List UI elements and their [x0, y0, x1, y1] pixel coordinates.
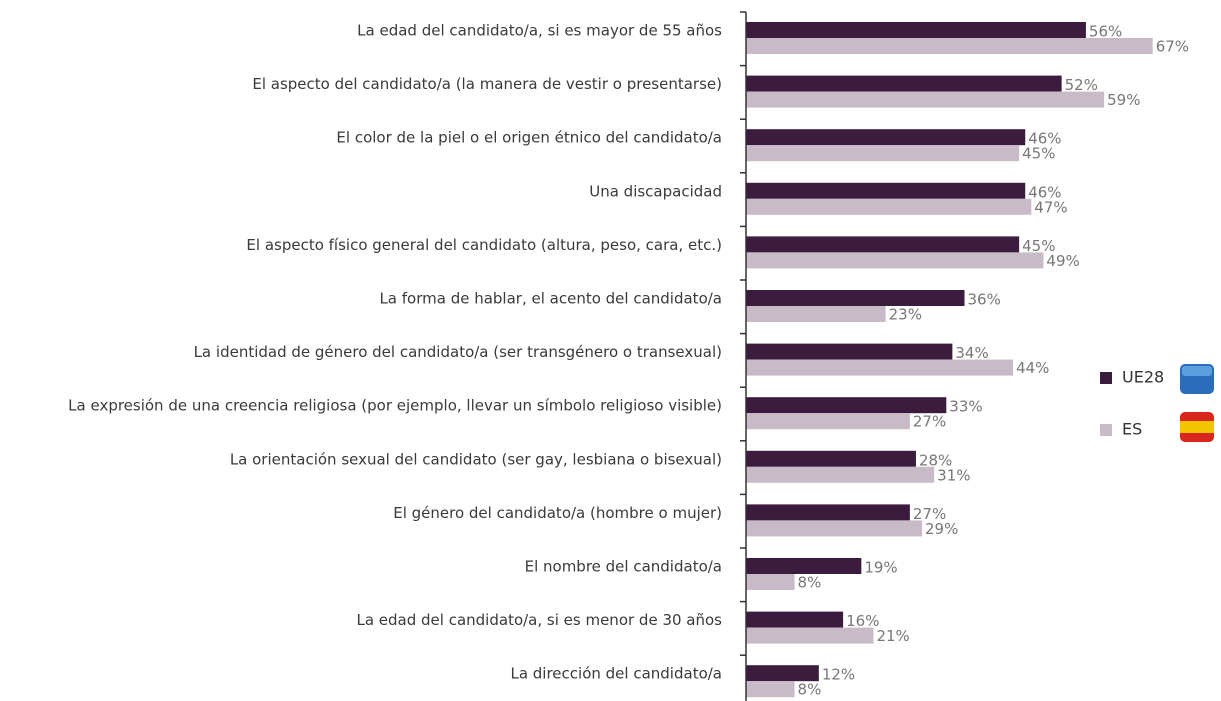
value-label: 31%	[937, 466, 970, 484]
bar	[746, 306, 886, 322]
bar	[746, 38, 1153, 54]
category-label: Una discapacidad	[589, 182, 722, 200]
value-label: 46%	[1028, 183, 1061, 201]
value-label: 49%	[1046, 252, 1079, 270]
bar	[746, 520, 923, 537]
value-label: 16%	[846, 612, 879, 630]
category-label: El aspecto del candidato/a (la manera de…	[252, 75, 722, 93]
bar	[746, 129, 1026, 146]
value-label: 45%	[1022, 237, 1055, 255]
value-label: 45%	[1022, 145, 1055, 163]
value-label: 27%	[913, 505, 946, 523]
legend-swatch	[1100, 424, 1112, 436]
value-label: 29%	[925, 520, 958, 538]
bar	[746, 252, 1044, 269]
bar	[746, 198, 1032, 215]
value-label: 23%	[889, 306, 922, 324]
value-label: 21%	[876, 627, 909, 645]
category-label: El aspecto físico general del candidato …	[246, 236, 722, 254]
bar	[746, 290, 965, 306]
value-label: 67%	[1156, 38, 1189, 56]
bar	[746, 681, 795, 698]
legend-swatch	[1100, 372, 1112, 384]
bar	[746, 182, 1026, 199]
category-label: El nombre del candidato/a	[525, 558, 722, 576]
value-label: 52%	[1065, 76, 1098, 94]
category-label: La edad del candidato/a, si es mayor de …	[357, 22, 722, 40]
category-label: La identidad de género del candidato/a (…	[194, 343, 722, 361]
value-label: 36%	[968, 291, 1001, 309]
value-label: 8%	[798, 574, 822, 592]
value-label: 46%	[1028, 130, 1061, 148]
value-label: 56%	[1089, 23, 1122, 41]
bar	[746, 236, 1020, 253]
bar	[746, 574, 795, 590]
category-label: El género del candidato/a (hombre o muje…	[393, 504, 722, 522]
bar	[746, 91, 1105, 108]
bar	[746, 413, 910, 430]
bar	[746, 397, 947, 414]
bar	[746, 359, 1014, 376]
legend-label: ES	[1122, 420, 1142, 439]
category-label: La orientación sexual del candidato (ser…	[230, 450, 722, 468]
value-label: 27%	[913, 413, 946, 431]
value-label: 33%	[949, 398, 982, 416]
value-label: 28%	[919, 451, 952, 469]
bar	[746, 558, 862, 574]
value-label: 47%	[1034, 198, 1067, 216]
bar	[746, 466, 935, 483]
category-label: La edad del candidato/a, si es menor de …	[356, 611, 722, 629]
value-label: 44%	[1016, 359, 1049, 377]
category-label: La dirección del candidato/a	[510, 665, 722, 683]
bar	[746, 343, 953, 360]
value-label: 12%	[822, 666, 855, 684]
flag-es	[1180, 412, 1214, 442]
category-label: El color de la piel o el origen étnico d…	[336, 129, 722, 147]
bar	[746, 504, 910, 521]
category-label: La expresión de una creencia religiosa (…	[68, 397, 722, 415]
bar	[746, 611, 844, 628]
legend-label: UE28	[1122, 368, 1164, 387]
bar	[746, 75, 1062, 92]
bar	[746, 22, 1086, 38]
flag-eu	[1180, 364, 1214, 394]
value-label: 19%	[864, 559, 897, 577]
bar	[746, 665, 819, 682]
category-label: La forma de hablar, el acento del candid…	[379, 290, 722, 308]
value-label: 8%	[798, 681, 822, 699]
value-label: 34%	[955, 344, 988, 362]
bar	[746, 450, 916, 467]
bar	[746, 145, 1020, 162]
bar	[746, 627, 874, 644]
value-label: 59%	[1107, 91, 1140, 109]
